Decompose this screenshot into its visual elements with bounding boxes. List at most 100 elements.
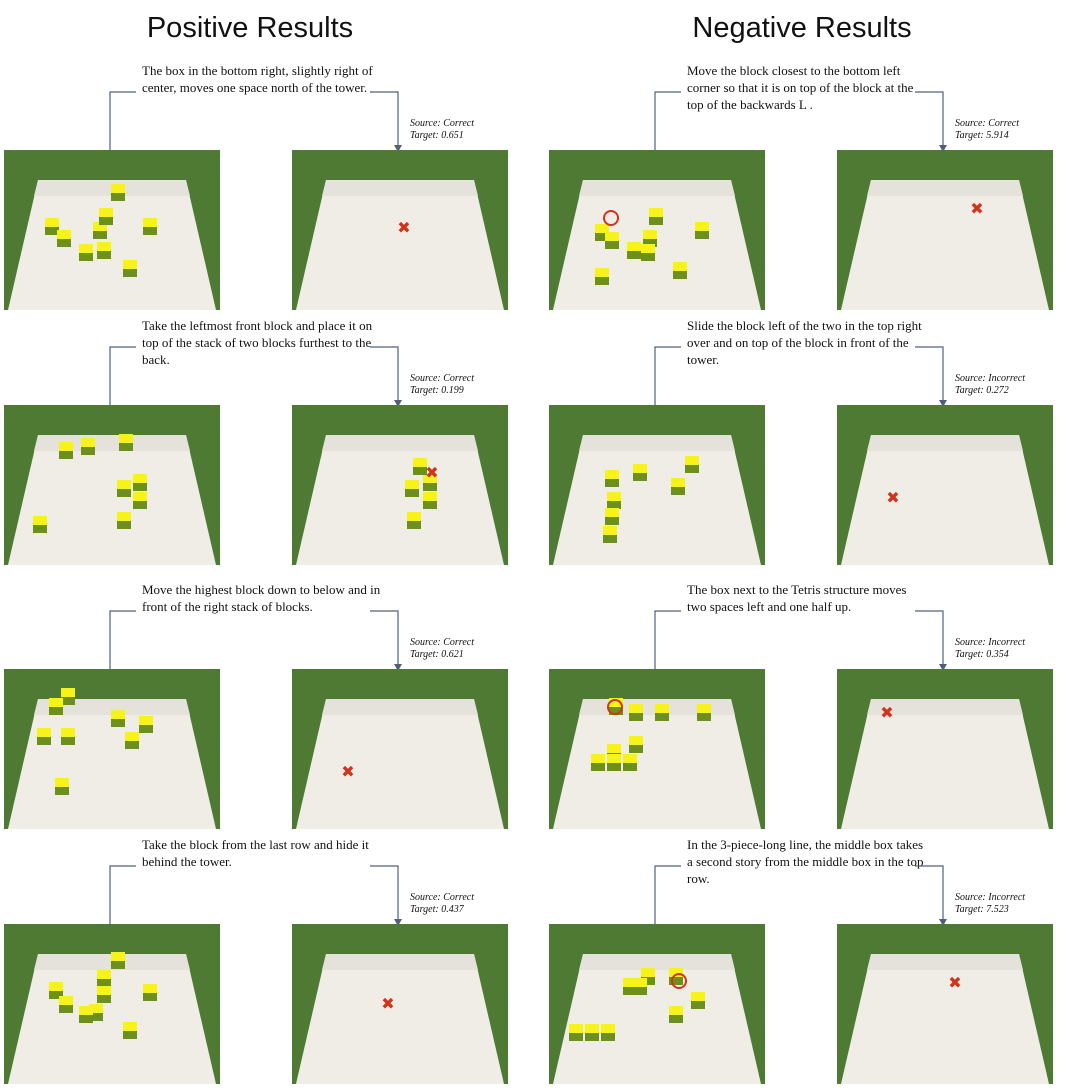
block xyxy=(669,1006,683,1023)
board-surface xyxy=(296,954,504,1084)
connector-lines xyxy=(109,610,402,671)
negative-example-1: Move the block closest to the bottom lef… xyxy=(549,62,1066,317)
source-value: Correct xyxy=(988,118,1019,129)
board-surface xyxy=(553,435,761,565)
board-surface xyxy=(296,435,504,565)
board-shadow xyxy=(867,180,1023,196)
board-shadow xyxy=(322,435,478,451)
source-target-meta: Source: Incorrect Target: 0.272 xyxy=(955,373,1025,397)
target-x-marker: ✖ xyxy=(341,762,354,781)
board-surface xyxy=(553,699,761,829)
block xyxy=(139,716,153,733)
block xyxy=(671,478,685,495)
source-scene xyxy=(4,924,220,1084)
source-target-meta: Source: Correct Target: 0.621 xyxy=(410,637,474,661)
block xyxy=(33,516,47,533)
source-label: Source: xyxy=(955,892,989,903)
block xyxy=(605,508,619,525)
source-value: Correct xyxy=(443,118,474,129)
block xyxy=(641,244,655,261)
target-value: 0.199 xyxy=(441,385,464,396)
block xyxy=(123,260,137,277)
board-shadow xyxy=(867,954,1023,970)
source-value: Correct xyxy=(443,892,474,903)
block xyxy=(111,184,125,201)
connector-lines xyxy=(654,865,947,926)
source-label: Source: xyxy=(955,637,989,648)
target-value: 0.437 xyxy=(441,904,464,915)
board-shadow xyxy=(579,435,735,451)
block xyxy=(117,480,131,497)
board-surface xyxy=(841,180,1049,310)
connector-lines xyxy=(109,865,402,926)
board-shadow xyxy=(867,699,1023,715)
block xyxy=(655,704,669,721)
board-shadow xyxy=(322,699,478,715)
connector-lines xyxy=(654,91,947,152)
target-scene: ✖ xyxy=(292,405,508,565)
source-value: Incorrect xyxy=(988,373,1026,384)
block xyxy=(59,442,73,459)
board-shadow xyxy=(867,435,1023,451)
block xyxy=(601,1024,615,1041)
block xyxy=(649,208,663,225)
connector-lines xyxy=(109,346,402,407)
target-value: 7.523 xyxy=(986,904,1009,915)
source-circle-marker xyxy=(607,699,623,715)
positive-example-2: Take the leftmost front block and place … xyxy=(4,317,524,572)
source-target-meta: Source: Correct Target: 5.914 xyxy=(955,118,1019,142)
block xyxy=(61,728,75,745)
source-value: Correct xyxy=(443,637,474,648)
connector-lines xyxy=(654,346,947,407)
block xyxy=(595,268,609,285)
target-label: Target: xyxy=(955,904,984,915)
block xyxy=(97,986,111,1003)
target-x-marker: ✖ xyxy=(397,218,410,237)
instruction-text: Move the highest block down to below and… xyxy=(142,582,381,614)
target-x-marker: ✖ xyxy=(886,488,899,507)
block xyxy=(133,492,147,509)
instruction-text: Take the block from the last row and hid… xyxy=(142,837,369,869)
block xyxy=(633,464,647,481)
block xyxy=(669,968,683,985)
target-label: Target: xyxy=(410,904,439,915)
board-surface xyxy=(8,435,216,565)
source-value: Correct xyxy=(443,373,474,384)
target-scene: ✖ xyxy=(837,405,1053,565)
positive-example-1: The box in the bottom right, slightly ri… xyxy=(4,62,524,317)
target-scene: ✖ xyxy=(837,150,1053,310)
target-x-marker: ✖ xyxy=(880,703,893,722)
board-shadow xyxy=(579,180,735,196)
block xyxy=(125,732,139,749)
source-scene xyxy=(549,924,765,1084)
board-shadow xyxy=(322,954,478,970)
positive-title: Positive Results xyxy=(146,12,354,44)
negative-example-3: The box next to the Tetris structure mov… xyxy=(549,581,1066,836)
source-label: Source: xyxy=(955,373,989,384)
block xyxy=(407,512,421,529)
target-scene: ✖ xyxy=(292,924,508,1084)
source-value: Incorrect xyxy=(988,637,1026,648)
negative-example-2: Slide the block left of the two in the t… xyxy=(549,317,1066,572)
block xyxy=(143,984,157,1001)
target-value: 0.651 xyxy=(441,130,464,141)
block xyxy=(117,512,131,529)
instruction-text: Move the block closest to the bottom lef… xyxy=(687,63,914,112)
target-scene: ✖ xyxy=(292,669,508,829)
block xyxy=(119,434,133,451)
block xyxy=(629,736,643,753)
block xyxy=(111,952,125,969)
block xyxy=(111,710,125,727)
block xyxy=(685,456,699,473)
block xyxy=(605,470,619,487)
block xyxy=(99,208,113,225)
instruction-text: In the 3-piece-long line, the middle box… xyxy=(687,837,924,886)
target-scene: ✖ xyxy=(292,150,508,310)
source-target-meta: Source: Incorrect Target: 0.354 xyxy=(955,637,1025,661)
source-label: Source: xyxy=(410,637,444,648)
board-surface xyxy=(296,699,504,829)
block xyxy=(97,970,111,987)
target-value: 0.272 xyxy=(986,385,1009,396)
target-x-marker: ✖ xyxy=(948,973,961,992)
target-x-marker: ✖ xyxy=(381,994,394,1013)
